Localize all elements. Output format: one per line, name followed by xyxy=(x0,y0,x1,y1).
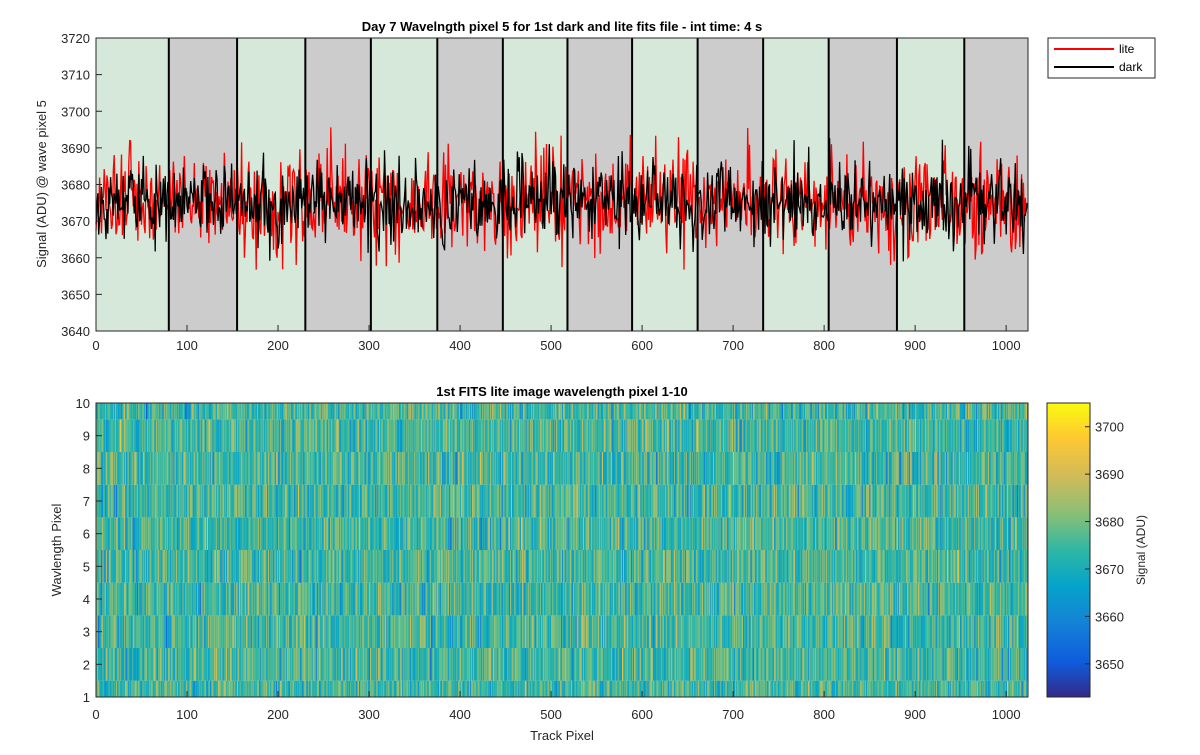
top-x-tick-label: 200 xyxy=(267,338,289,353)
top-y-tick-label: 3660 xyxy=(61,251,90,266)
top-y-tick-label: 3670 xyxy=(61,214,90,229)
top-y-tick-label: 3720 xyxy=(61,31,90,46)
bottom-chart-title: 1st FITS lite image wavelength pixel 1-1… xyxy=(436,384,687,399)
top-y-tick-label: 3640 xyxy=(61,324,90,339)
top-x-tick-label: 900 xyxy=(904,338,926,353)
top-x-tick-label: 0 xyxy=(92,338,99,353)
top-x-tick-label: 800 xyxy=(813,338,835,353)
top-chart-legend: lite dark xyxy=(1048,38,1155,78)
top-x-tick-label: 400 xyxy=(449,338,471,353)
top-y-tick-label: 3680 xyxy=(61,178,90,193)
heatmap-row-1 xyxy=(96,681,1028,697)
legend-label-lite: lite xyxy=(1119,42,1135,56)
heatmap-row-3 xyxy=(96,615,1028,648)
heatmap-cells xyxy=(96,403,1028,697)
heatmap-row-4 xyxy=(96,583,1028,616)
top-y-tick-label: 3650 xyxy=(61,287,90,302)
top-x-tick-label: 1000 xyxy=(992,338,1021,353)
top-x-tick-label: 100 xyxy=(176,338,198,353)
top-chart-title: Day 7 Wavelngth pixel 5 for 1st dark and… xyxy=(362,19,762,34)
top-y-tick-label: 3690 xyxy=(61,141,90,156)
bottom-chart: 1st FITS lite image wavelength pixel 1-1… xyxy=(49,384,1148,743)
top-x-tick-label: 300 xyxy=(358,338,380,353)
top-y-tick-label: 3710 xyxy=(61,68,90,83)
legend-label-dark: dark xyxy=(1119,60,1143,74)
top-chart-y-label: Signal (ADU) @ wave pixel 5 xyxy=(34,100,49,268)
top-y-tick-label: 3700 xyxy=(61,104,90,119)
top-x-tick-label: 600 xyxy=(631,338,653,353)
heatmap-row-5 xyxy=(96,550,1028,583)
heatmap-row-2 xyxy=(96,648,1028,681)
top-chart: Day 7 Wavelngth pixel 5 for 1st dark and… xyxy=(34,19,1155,353)
top-x-tick-label: 700 xyxy=(722,338,744,353)
top-x-tick-label: 500 xyxy=(540,338,562,353)
